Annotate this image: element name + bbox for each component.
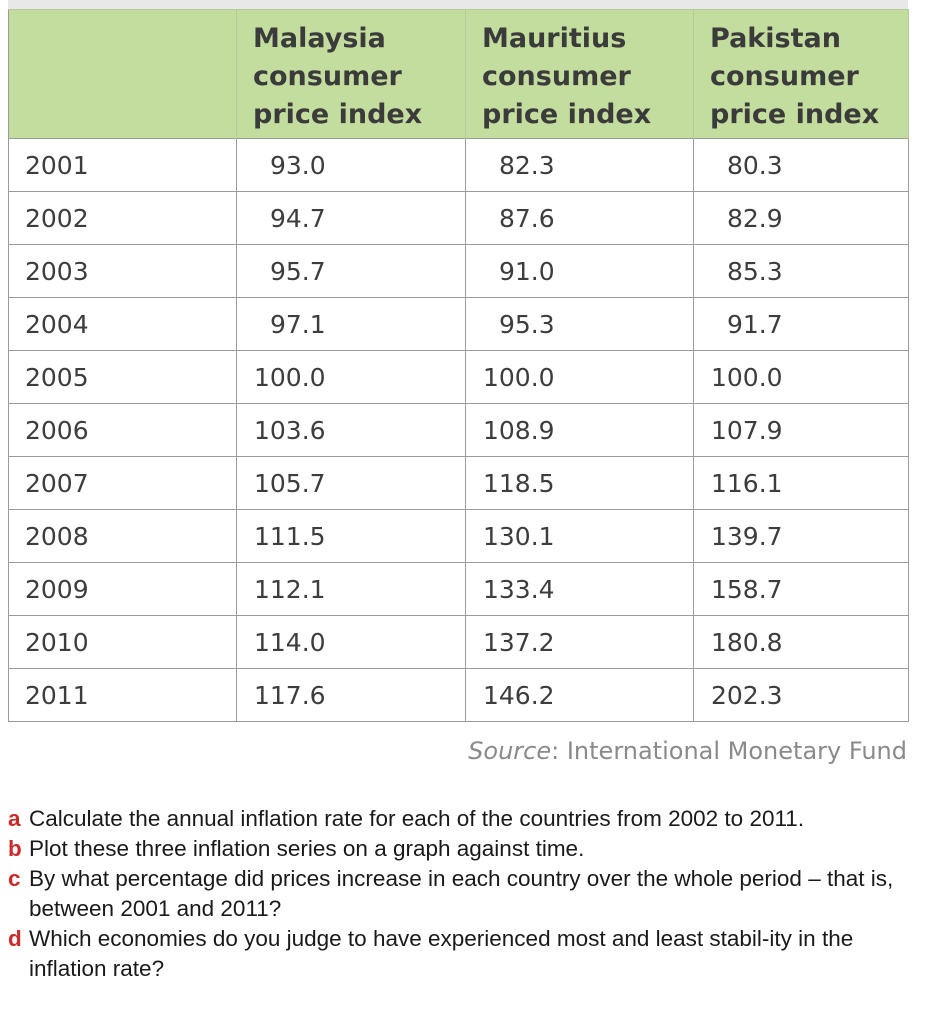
malaysia-cpi-cell: 93.0 (236, 138, 466, 192)
malaysia-cpi-cell: 117.6 (236, 668, 466, 722)
year-cell: 2006 (8, 403, 237, 457)
question-list: a Calculate the annual inflation rate fo… (8, 804, 913, 984)
header-pakistan: Pakistan consumer price index (693, 9, 909, 139)
year-cell: 2010 (8, 615, 237, 669)
year-cell: 2011 (8, 668, 237, 722)
question-text: Calculate the annual inflation rate for … (29, 806, 805, 831)
year-cell: 2005 (8, 350, 237, 404)
pakistan-cpi-cell: 82.9 (693, 191, 909, 245)
mauritius-cpi-cell: 95.3 (465, 297, 694, 351)
table-row: 2011 117.6 146.2 202.3 (8, 668, 909, 722)
malaysia-cpi-cell: 97.1 (236, 297, 466, 351)
pakistan-cpi-cell: 158.7 (693, 562, 909, 616)
table-row: 2008 111.5 130.1 139.7 (8, 509, 909, 563)
table-row: 2004 97.1 95.3 91.7 (8, 297, 909, 351)
question-item: c By what percentage did prices increase… (8, 864, 913, 924)
year-cell: 2007 (8, 456, 237, 510)
malaysia-cpi-cell: 112.1 (236, 562, 466, 616)
malaysia-cpi-cell: 95.7 (236, 244, 466, 298)
mauritius-cpi-cell: 146.2 (465, 668, 694, 722)
pakistan-cpi-cell: 85.3 (693, 244, 909, 298)
malaysia-cpi-cell: 105.7 (236, 456, 466, 510)
table-header-row: Malaysia consumer price index Mauritius … (8, 9, 909, 139)
table-row: 2007 105.7 118.5 116.1 (8, 456, 909, 510)
mauritius-cpi-cell: 108.9 (465, 403, 694, 457)
pakistan-cpi-cell: 80.3 (693, 138, 909, 192)
header-corner-cell (8, 9, 237, 139)
table-row: 2009 112.1 133.4 158.7 (8, 562, 909, 616)
year-cell: 2004 (8, 297, 237, 351)
malaysia-cpi-cell: 100.0 (236, 350, 466, 404)
year-cell: 2009 (8, 562, 237, 616)
table-row: 2003 95.7 91.0 85.3 (8, 244, 909, 298)
year-cell: 2008 (8, 509, 237, 563)
malaysia-cpi-cell: 94.7 (236, 191, 466, 245)
year-cell: 2002 (8, 191, 237, 245)
pakistan-cpi-cell: 202.3 (693, 668, 909, 722)
source-text: : International Monetary Fund (551, 737, 907, 765)
mauritius-cpi-cell: 100.0 (465, 350, 694, 404)
question-item: d Which economies do you judge to have e… (8, 924, 913, 984)
malaysia-cpi-cell: 114.0 (236, 615, 466, 669)
mauritius-cpi-cell: 82.3 (465, 138, 694, 192)
table-row: 2001 93.0 82.3 80.3 (8, 138, 909, 192)
table-row: 2005 100.0 100.0 100.0 (8, 350, 909, 404)
mauritius-cpi-cell: 137.2 (465, 615, 694, 669)
table-row: 2002 94.7 87.6 82.9 (8, 191, 909, 245)
source-note: Source: International Monetary Fund (468, 737, 907, 765)
malaysia-cpi-cell: 111.5 (236, 509, 466, 563)
mauritius-cpi-cell: 130.1 (465, 509, 694, 563)
top-rule (8, 0, 908, 9)
question-letter: b (8, 836, 22, 861)
year-cell: 2001 (8, 138, 237, 192)
pakistan-cpi-cell: 180.8 (693, 615, 909, 669)
pakistan-cpi-cell: 91.7 (693, 297, 909, 351)
table-row: 2006 103.6 108.9 107.9 (8, 403, 909, 457)
question-letter: d (8, 926, 22, 951)
table-row: 2010 114.0 137.2 180.8 (8, 615, 909, 669)
question-item: a Calculate the annual inflation rate fo… (8, 804, 913, 834)
question-item: b Plot these three inflation series on a… (8, 834, 913, 864)
mauritius-cpi-cell: 118.5 (465, 456, 694, 510)
header-malaysia: Malaysia consumer price index (236, 9, 466, 139)
question-letter: c (8, 866, 21, 891)
pakistan-cpi-cell: 116.1 (693, 456, 909, 510)
pakistan-cpi-cell: 107.9 (693, 403, 909, 457)
question-text: Plot these three inflation series on a g… (29, 836, 585, 861)
mauritius-cpi-cell: 133.4 (465, 562, 694, 616)
pakistan-cpi-cell: 139.7 (693, 509, 909, 563)
year-cell: 2003 (8, 244, 237, 298)
malaysia-cpi-cell: 103.6 (236, 403, 466, 457)
source-label: Source (468, 737, 552, 765)
question-letter: a (8, 806, 21, 831)
header-mauritius: Mauritius consumer price index (465, 9, 694, 139)
mauritius-cpi-cell: 91.0 (465, 244, 694, 298)
question-text: By what percentage did prices increase i… (29, 866, 894, 921)
table-body: 2001 93.0 82.3 80.3 2002 94.7 87.6 82.9 … (8, 138, 909, 722)
cpi-table: Malaysia consumer price index Mauritius … (8, 9, 909, 722)
mauritius-cpi-cell: 87.6 (465, 191, 694, 245)
pakistan-cpi-cell: 100.0 (693, 350, 909, 404)
question-text: Which economies do you judge to have exp… (29, 926, 854, 981)
